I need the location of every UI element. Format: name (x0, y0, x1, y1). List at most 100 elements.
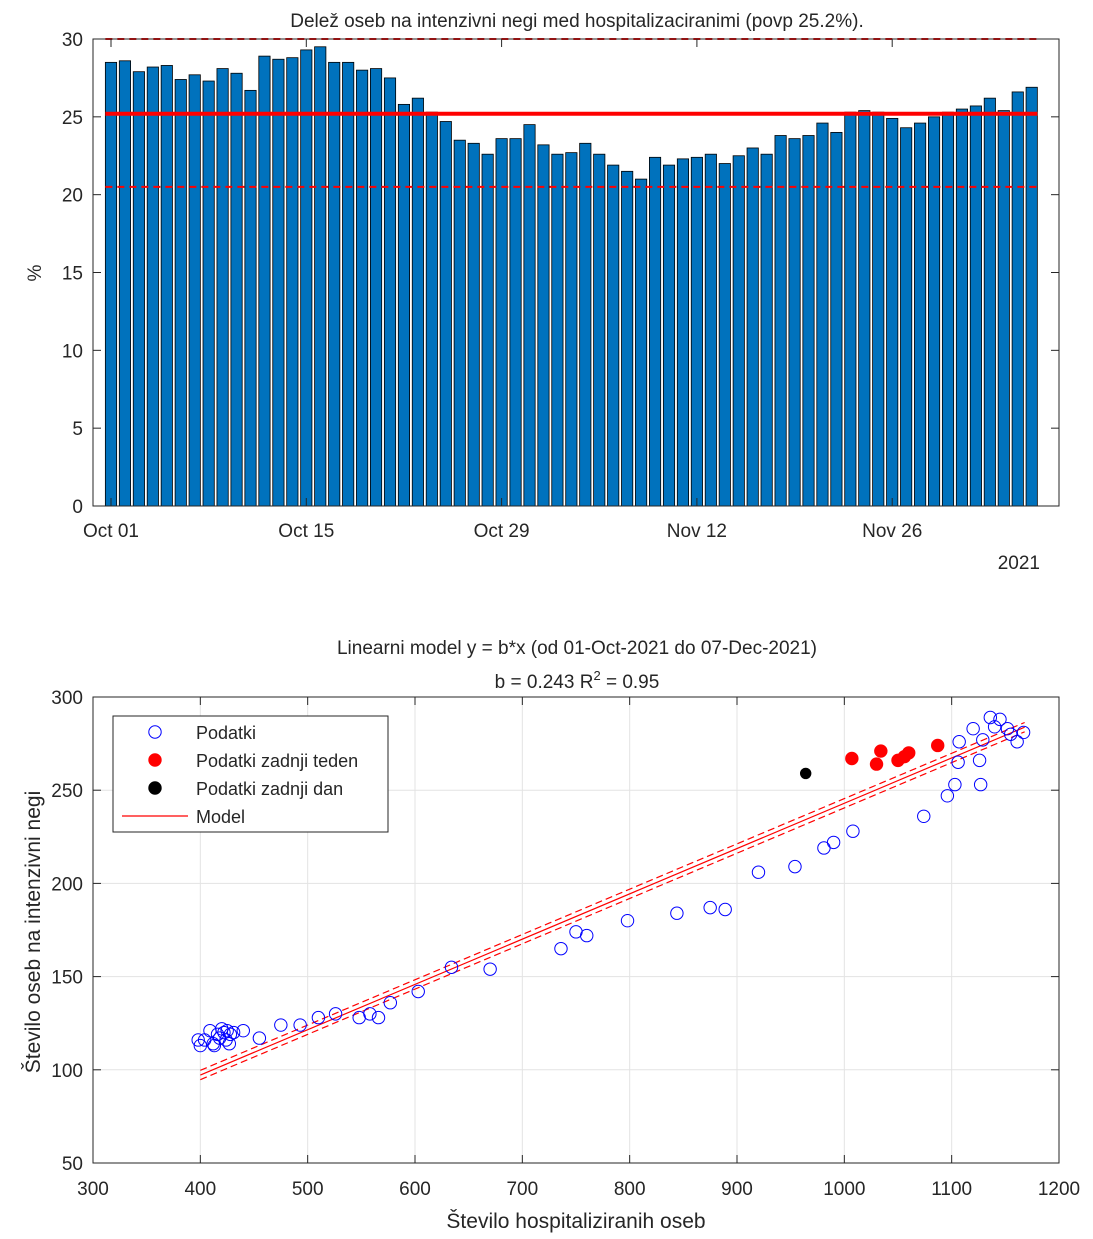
y-tick-label: 50 (62, 1154, 83, 1175)
data-point (952, 735, 966, 749)
bar (621, 170, 634, 507)
bar (537, 144, 550, 507)
bar-chart-ylabel: % (25, 264, 46, 281)
legend-label: Model (196, 807, 245, 827)
bar (760, 153, 773, 507)
x-tick-label: 900 (721, 1179, 753, 1200)
legend-label: Podatki zadnji dan (196, 779, 343, 799)
model-line (200, 726, 1025, 1076)
legend: Podatki Podatki zadnji teden Podatki zadnj… (112, 715, 389, 833)
y-tick-label: 100 (51, 1061, 83, 1082)
bar (565, 152, 578, 507)
bar (272, 58, 285, 507)
bar (844, 111, 857, 507)
legend-marker (148, 725, 162, 739)
scatter-axes-box (92, 696, 1060, 1164)
data-point (226, 1025, 241, 1040)
y-tick-label: 250 (51, 781, 83, 802)
bar (649, 156, 662, 507)
x-tick-label: Oct 29 (474, 521, 530, 542)
x-tick-label: Oct 15 (278, 521, 334, 542)
data-point (951, 755, 965, 769)
bar (481, 153, 494, 507)
y-tick-label: 15 (62, 264, 83, 285)
legend-label: Podatki (196, 723, 256, 743)
bar (788, 138, 801, 507)
r-squared-superscript: 2 (593, 668, 600, 683)
bar (676, 158, 689, 507)
bar (1011, 91, 1024, 507)
bar (495, 138, 508, 507)
x-tick-label: 600 (399, 1179, 431, 1200)
bar (411, 97, 424, 507)
x-tick-label: 700 (506, 1179, 538, 1200)
y-tick-label: 5 (72, 419, 83, 440)
x-tick-label: 1200 (1038, 1179, 1080, 1200)
y-tick-label: 10 (62, 341, 83, 362)
bar (118, 60, 132, 507)
bar (774, 135, 787, 507)
bar (425, 111, 438, 507)
x-tick-label: 300 (77, 1179, 109, 1200)
bar (983, 97, 996, 507)
data-point (554, 941, 568, 956)
x-tick-label: Nov 12 (667, 521, 727, 542)
x-tick-label: 1100 (931, 1179, 972, 1200)
data-point (917, 809, 931, 823)
bar (188, 74, 201, 507)
data-point (274, 1018, 288, 1032)
bar (690, 156, 703, 507)
bar (704, 153, 717, 507)
bar (997, 110, 1010, 507)
data-point (220, 1023, 234, 1038)
data-point (846, 824, 860, 838)
bar (286, 57, 299, 507)
bar (467, 142, 480, 507)
bar (342, 61, 355, 507)
data-point (483, 962, 497, 976)
data-point (217, 1025, 231, 1040)
scatter-chart-subtitle: b = 0.243 R2 = 0.95 (495, 668, 660, 693)
bar (802, 135, 815, 507)
model-upper-ci-line (200, 721, 1025, 1071)
bar (146, 66, 159, 507)
y-tick-label: 0 (72, 497, 83, 518)
data-point (223, 1027, 238, 1042)
bar (872, 111, 885, 507)
data-point (1010, 735, 1024, 749)
data-point (718, 902, 732, 917)
bar (955, 108, 968, 507)
bar (397, 103, 410, 507)
data-point (363, 1007, 377, 1021)
bar (941, 111, 955, 507)
legend-label: Podatki zadnji teden (196, 751, 358, 771)
data-point (311, 1010, 326, 1025)
bar (858, 110, 871, 507)
data-point (973, 777, 988, 792)
data-point (411, 984, 425, 999)
last-day-point (798, 766, 813, 781)
x-tick-label: Nov 26 (862, 521, 922, 542)
bar (132, 71, 145, 507)
bar (453, 139, 466, 507)
data-point (983, 710, 998, 725)
bar (746, 147, 759, 507)
bar (104, 61, 118, 507)
data-point (293, 1018, 307, 1032)
legend-box (112, 715, 389, 833)
bar (160, 65, 173, 507)
data-point (252, 1031, 267, 1045)
bar (258, 55, 271, 507)
legend-marker (148, 753, 162, 767)
scatter-chart-title: Linearni model y = b*x (od 01-Oct-2021 d… (337, 638, 817, 659)
x-tick-label: 500 (292, 1179, 324, 1200)
bar (732, 155, 745, 507)
data-point (328, 1007, 343, 1021)
x-tick-label: Oct 01 (83, 521, 139, 542)
bar (300, 49, 313, 507)
y-tick-label: 30 (62, 30, 83, 51)
x-tick-label: 1000 (823, 1179, 865, 1200)
scatter-chart: Linearni model y = b*x (od 01-Oct-2021 d… (22, 638, 1080, 1233)
bar (886, 117, 899, 507)
y-tick-label: 300 (51, 688, 83, 709)
